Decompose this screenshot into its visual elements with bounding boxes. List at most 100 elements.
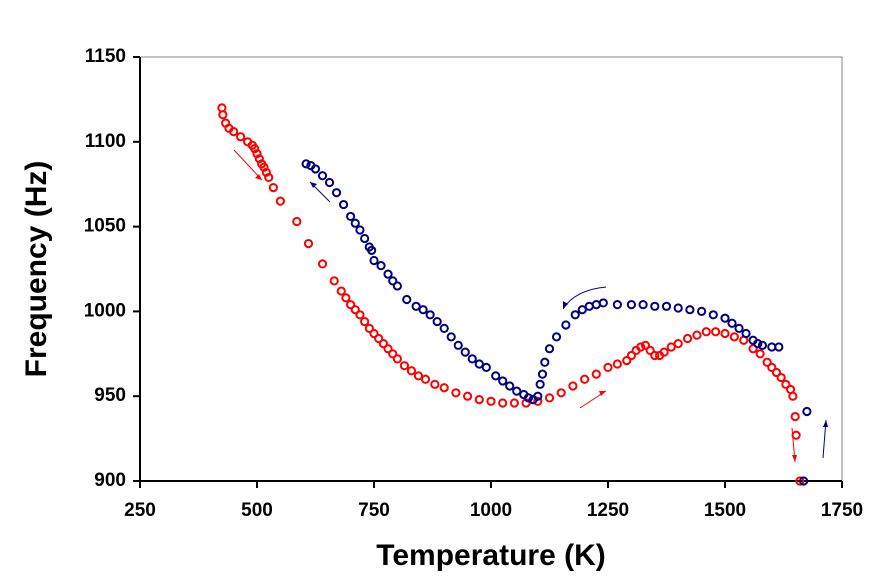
point bbox=[317, 259, 328, 269]
point bbox=[551, 332, 562, 342]
point bbox=[659, 347, 669, 357]
arrows bbox=[233, 149, 828, 463]
point bbox=[498, 376, 508, 386]
point bbox=[350, 305, 360, 315]
point bbox=[474, 359, 484, 369]
point bbox=[774, 342, 784, 352]
point bbox=[748, 344, 758, 354]
point bbox=[275, 196, 285, 206]
point bbox=[364, 323, 374, 333]
point bbox=[650, 301, 660, 311]
point bbox=[369, 255, 379, 266]
point bbox=[329, 276, 339, 286]
point bbox=[788, 391, 798, 401]
point bbox=[369, 328, 379, 339]
point bbox=[467, 354, 477, 364]
point bbox=[392, 354, 402, 364]
point bbox=[317, 171, 328, 181]
point bbox=[420, 374, 431, 384]
point bbox=[727, 318, 737, 328]
point bbox=[446, 332, 456, 342]
point bbox=[432, 316, 442, 327]
point bbox=[598, 298, 608, 308]
arrow-head bbox=[310, 182, 317, 188]
point bbox=[292, 216, 302, 227]
point bbox=[430, 379, 440, 389]
arrow-head bbox=[563, 301, 568, 309]
point bbox=[481, 362, 491, 372]
point bbox=[350, 218, 360, 228]
point bbox=[360, 233, 370, 244]
point bbox=[537, 369, 548, 379]
point bbox=[612, 300, 622, 310]
point bbox=[661, 301, 672, 311]
y-tick-label: 1150 bbox=[85, 46, 126, 67]
point bbox=[374, 333, 384, 344]
point bbox=[336, 286, 346, 296]
point bbox=[346, 300, 356, 310]
y-tick-label: 1100 bbox=[85, 131, 126, 152]
point bbox=[303, 238, 314, 249]
point bbox=[685, 305, 695, 315]
point bbox=[622, 355, 632, 366]
point bbox=[556, 388, 566, 398]
point bbox=[491, 371, 501, 381]
point bbox=[762, 357, 772, 367]
point bbox=[708, 310, 718, 320]
point bbox=[355, 225, 365, 235]
point bbox=[734, 323, 744, 333]
point bbox=[799, 476, 809, 486]
point bbox=[425, 310, 435, 320]
point bbox=[451, 388, 461, 398]
point bbox=[523, 393, 534, 403]
point bbox=[636, 342, 646, 352]
point bbox=[498, 398, 508, 408]
point bbox=[791, 430, 801, 440]
point bbox=[301, 159, 311, 169]
point bbox=[218, 110, 228, 120]
point bbox=[626, 350, 637, 361]
point bbox=[720, 328, 730, 339]
point bbox=[720, 313, 730, 323]
point bbox=[268, 182, 278, 193]
arrow bbox=[233, 149, 263, 181]
x-tick-label: 1750 bbox=[821, 500, 863, 521]
point bbox=[697, 306, 707, 316]
x-tick-label: 750 bbox=[358, 500, 390, 521]
point bbox=[692, 330, 702, 340]
x-tick-label: 1000 bbox=[470, 500, 512, 521]
point bbox=[505, 381, 515, 391]
arrow-head bbox=[823, 420, 828, 427]
point bbox=[463, 391, 473, 401]
point bbox=[460, 347, 470, 357]
x-axis-title: Temperature (K) bbox=[376, 539, 605, 572]
x-tick-label: 250 bbox=[124, 500, 156, 521]
point bbox=[776, 372, 786, 383]
point bbox=[650, 350, 660, 361]
point bbox=[236, 132, 246, 142]
point bbox=[544, 393, 555, 403]
arrow-head bbox=[255, 174, 262, 180]
point bbox=[711, 327, 721, 337]
point bbox=[781, 379, 791, 389]
point bbox=[331, 188, 342, 198]
point bbox=[626, 300, 637, 310]
point bbox=[411, 301, 421, 311]
point bbox=[645, 345, 655, 356]
point bbox=[767, 362, 777, 372]
point bbox=[580, 374, 590, 384]
point bbox=[729, 332, 739, 342]
point bbox=[418, 305, 428, 315]
point bbox=[310, 164, 321, 174]
point bbox=[474, 394, 484, 405]
point bbox=[591, 369, 601, 379]
points bbox=[217, 103, 812, 486]
point bbox=[533, 396, 543, 406]
point bbox=[568, 381, 578, 391]
point bbox=[439, 323, 449, 333]
point bbox=[666, 342, 676, 352]
point bbox=[603, 362, 613, 372]
point bbox=[324, 177, 335, 188]
point bbox=[512, 386, 522, 396]
